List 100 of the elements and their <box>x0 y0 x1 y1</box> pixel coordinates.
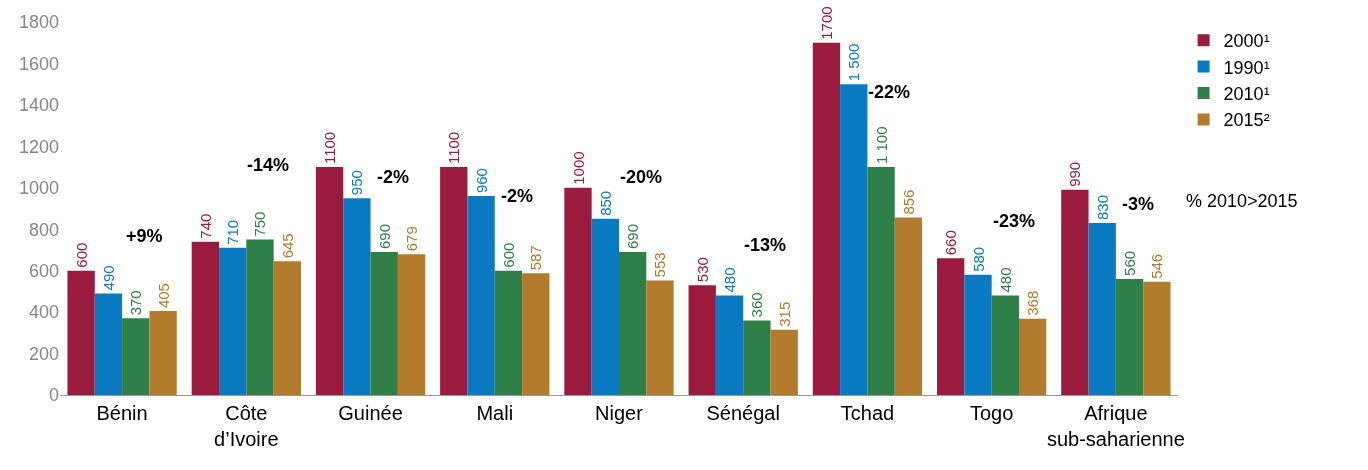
bar <box>619 252 647 395</box>
x-tick-label: Guinée <box>338 402 403 424</box>
x-tick-label: Bénin <box>96 402 148 424</box>
data-label: 560 <box>1121 250 1139 276</box>
data-label: 546 <box>1148 253 1166 279</box>
x-tick-label: Côte d’Ivoire <box>214 402 279 450</box>
data-label: 1000 <box>569 151 587 185</box>
bar <box>315 167 344 395</box>
bar <box>964 274 992 395</box>
bar <box>743 320 771 395</box>
bar <box>1143 281 1171 395</box>
annotation: -2% <box>377 167 410 187</box>
data-label: 950 <box>348 170 366 196</box>
annotation: -22% <box>868 82 911 102</box>
y-tick-label: 400 <box>28 302 59 323</box>
bar <box>273 261 301 395</box>
bar <box>1019 318 1047 395</box>
y-tick-label: 1600 <box>18 53 59 74</box>
data-label: 315 <box>775 301 793 327</box>
x-tick-label: Tchad <box>840 402 895 424</box>
y-tick-label: 1200 <box>18 136 59 157</box>
data-label: 1100 <box>321 131 339 165</box>
bar <box>370 252 398 395</box>
y-tick-label: 0 <box>48 385 59 406</box>
legend-label: 2015² <box>1223 110 1270 131</box>
bar <box>522 273 550 395</box>
annotation: -3% <box>1122 194 1155 214</box>
bar <box>122 318 150 395</box>
y-tick-label: 600 <box>28 260 59 281</box>
data-label: 830 <box>1093 194 1111 221</box>
bar <box>1115 278 1144 395</box>
x-tick-label: Sénégal <box>706 402 780 424</box>
data-label: 960 <box>472 168 490 194</box>
data-label: 490 <box>99 265 117 291</box>
annotation: -13% <box>744 235 787 255</box>
data-label: 553 <box>651 252 669 278</box>
data-label: 1100 <box>445 131 463 165</box>
bar <box>867 167 895 395</box>
data-label: 645 <box>278 233 296 259</box>
data-label: 660 <box>942 230 960 256</box>
bar <box>219 247 247 395</box>
data-label: 1 500 <box>845 43 863 82</box>
annotation: -2% <box>501 186 534 206</box>
y-tick-label: 1800 <box>18 12 59 33</box>
bar <box>688 285 716 395</box>
data-label: 480 <box>721 267 739 293</box>
data-label: 405 <box>154 283 172 309</box>
data-label: 587 <box>527 245 545 271</box>
y-tick-label: 200 <box>28 343 59 364</box>
data-label: 360 <box>748 292 766 318</box>
data-label: 679 <box>403 226 421 252</box>
bar <box>812 42 841 395</box>
x-tick-label: Afrique sub-saharienne <box>1046 402 1185 450</box>
data-label: 850 <box>596 190 614 216</box>
legend-label: 2010¹ <box>1223 84 1270 105</box>
bar <box>1088 223 1116 395</box>
bar <box>991 295 1019 395</box>
bar <box>715 295 744 395</box>
bar <box>591 218 619 395</box>
bar <box>149 311 177 395</box>
y-tick-label: 1400 <box>18 95 59 116</box>
data-label: 600 <box>72 242 90 268</box>
bar <box>467 196 495 395</box>
annotation: -14% <box>247 155 290 175</box>
annotation: -20% <box>620 167 663 187</box>
data-label: 690 <box>375 223 393 250</box>
data-label: 690 <box>624 223 642 250</box>
data-label: 1 100 <box>872 126 890 165</box>
bar <box>1061 189 1089 395</box>
data-label: 368 <box>1024 290 1042 316</box>
x-tick-label: Niger <box>595 402 644 424</box>
data-label: 710 <box>224 219 242 245</box>
bar <box>840 84 868 395</box>
annotation: -23% <box>993 211 1036 231</box>
bar <box>343 198 371 395</box>
bar <box>94 293 123 395</box>
data-label: 1700 <box>817 6 835 40</box>
data-label: 580 <box>969 246 987 272</box>
bar <box>397 254 426 395</box>
data-label: 530 <box>693 257 711 283</box>
y-tick-label: 1000 <box>18 178 59 199</box>
x-tick-label: Togo <box>969 402 1014 424</box>
data-label: 740 <box>196 213 214 239</box>
bar <box>770 329 798 395</box>
bar <box>937 258 965 395</box>
data-label: 480 <box>996 267 1014 293</box>
x-tick-label: Mali <box>476 402 514 424</box>
bar <box>67 270 95 395</box>
legend-label: 1990¹ <box>1223 57 1270 78</box>
annotation: +9% <box>126 226 163 246</box>
bar <box>894 217 923 395</box>
bar <box>564 187 592 395</box>
bar <box>646 280 674 395</box>
data-label: 990 <box>1066 161 1084 187</box>
bar <box>494 270 523 395</box>
y-tick-label: 800 <box>28 219 59 240</box>
bar <box>440 167 468 395</box>
data-label: 600 <box>499 242 517 268</box>
data-label: 370 <box>127 290 145 316</box>
legend-label: 2000¹ <box>1223 31 1270 52</box>
